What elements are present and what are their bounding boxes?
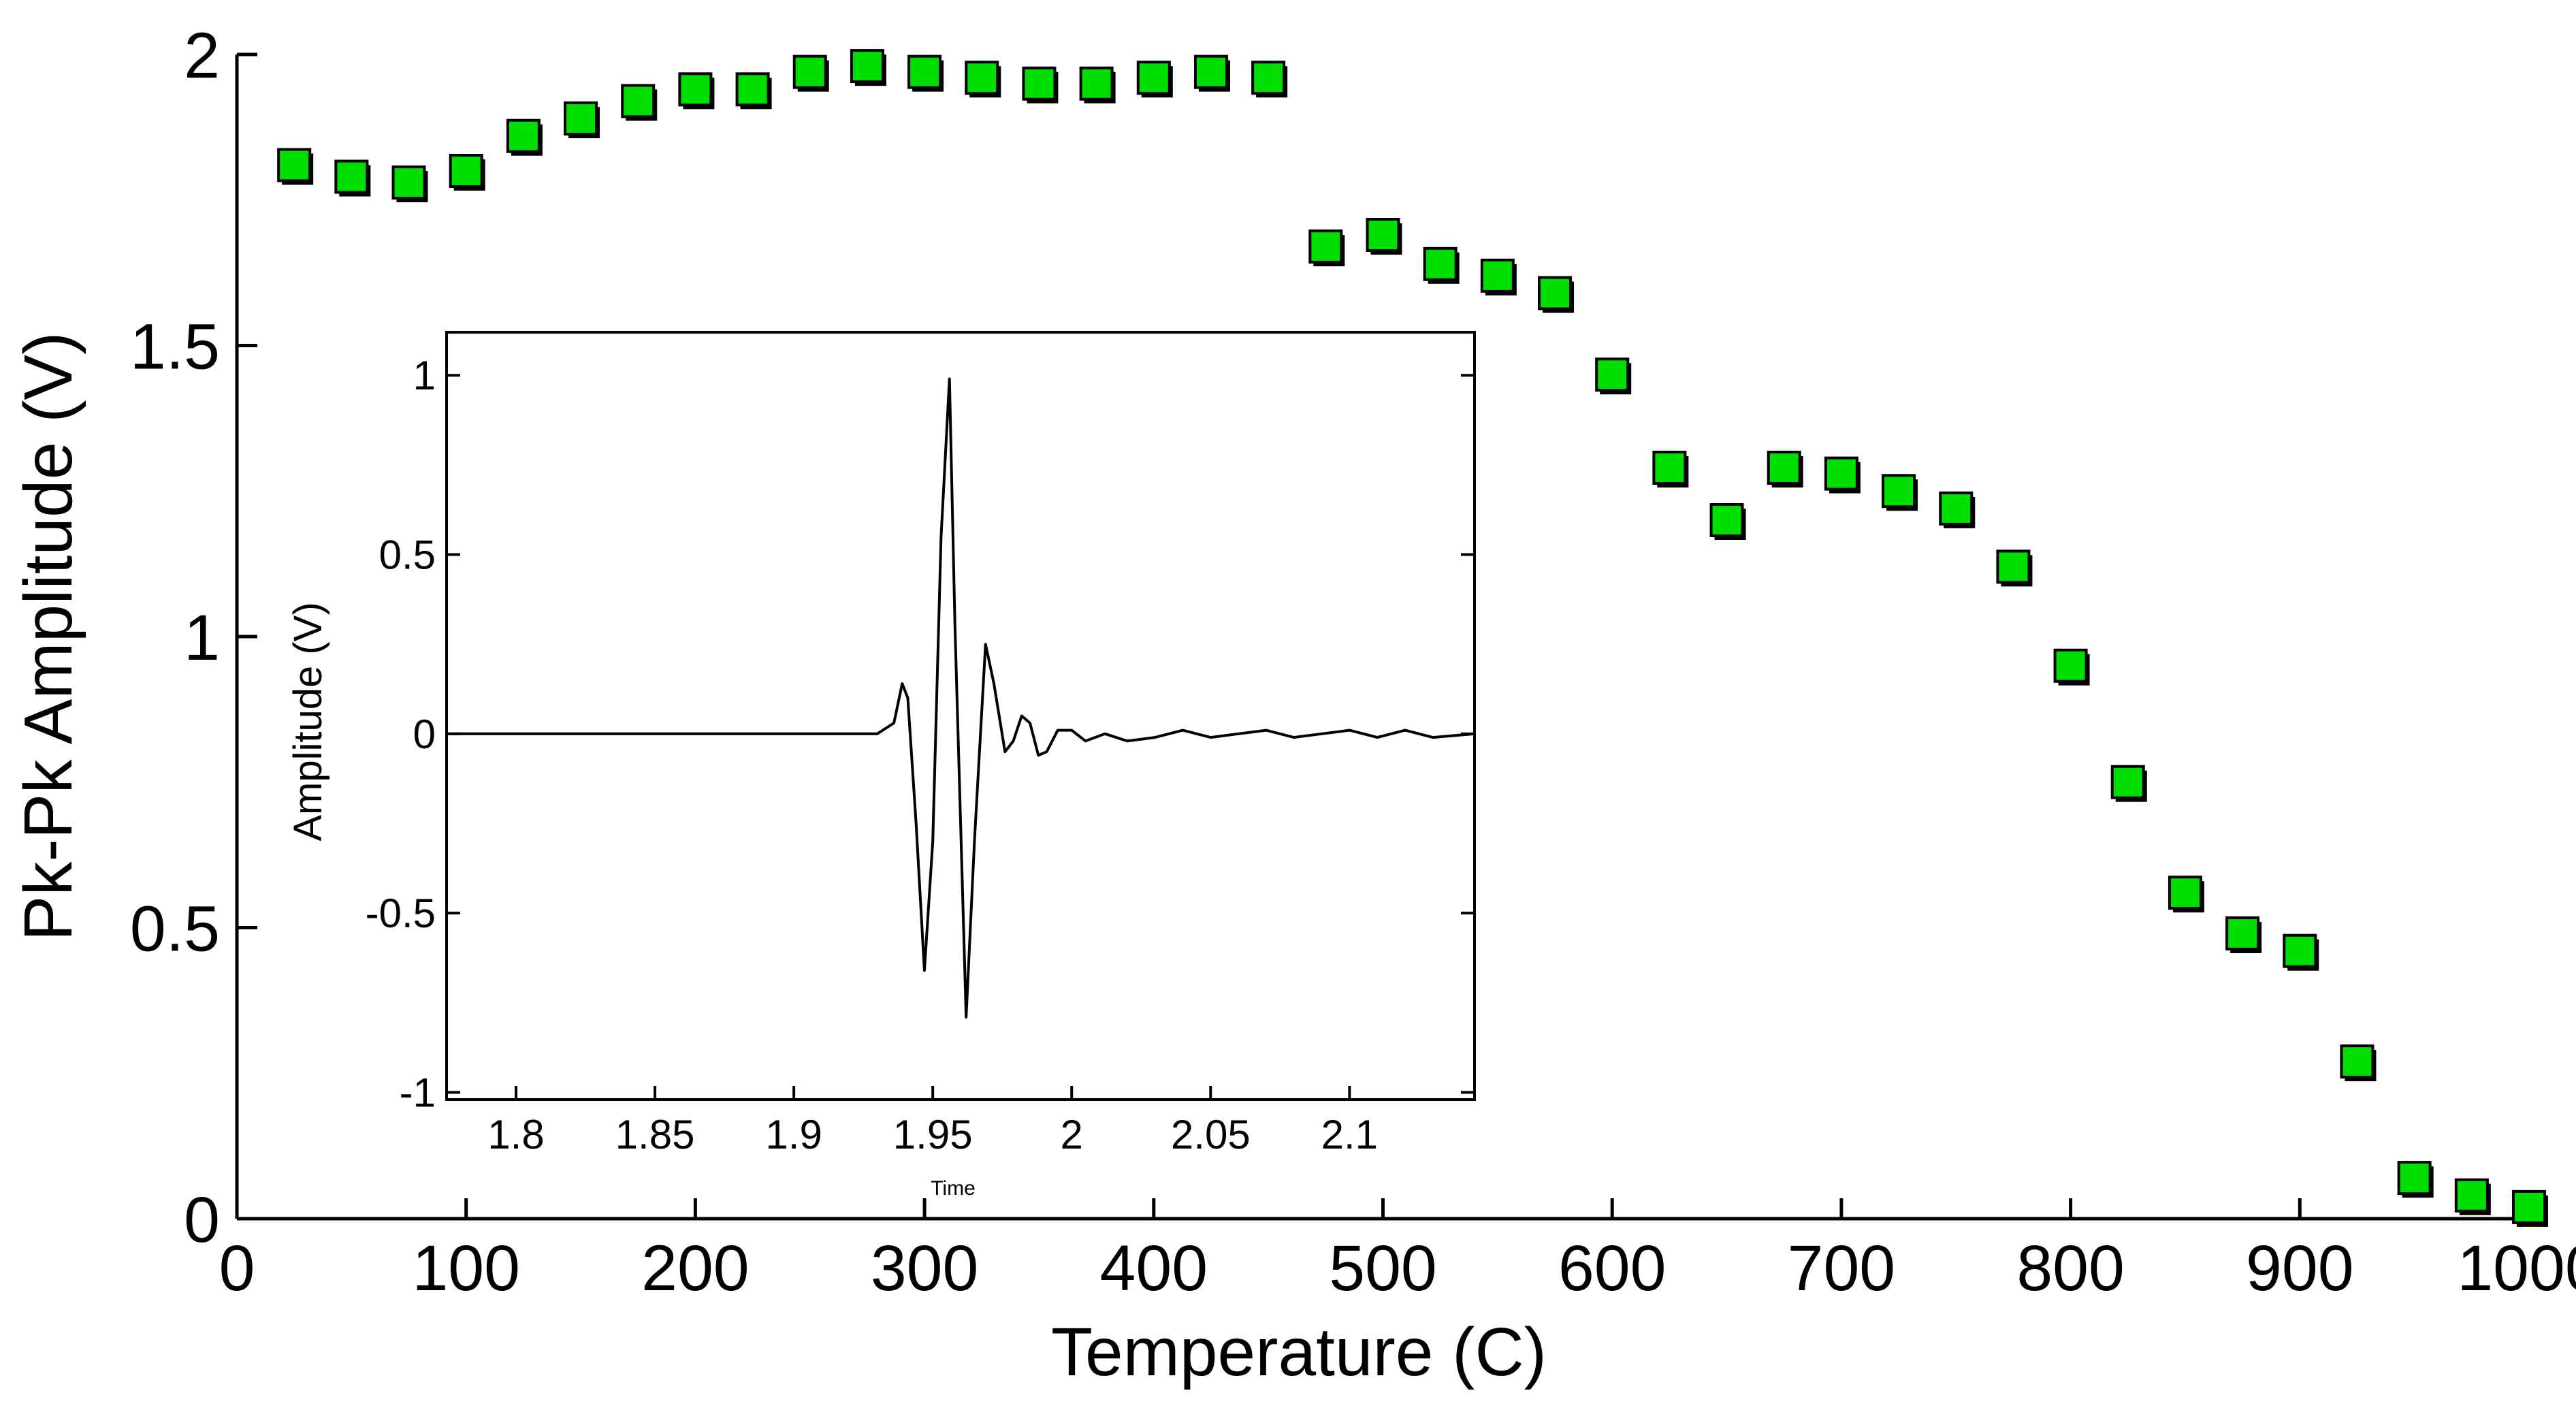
- inset-y-axis-label: Amplitude (V): [286, 602, 330, 841]
- data-point: [1308, 229, 1343, 264]
- inset-x-axis-label: Time: [931, 1177, 976, 1200]
- data-point: [1423, 246, 1458, 281]
- data-point: [1767, 451, 1801, 485]
- data-point: [1939, 491, 1974, 526]
- data-point: [1251, 61, 1286, 95]
- main-x-tick-label: 400: [1100, 1232, 1208, 1304]
- inset-y-tick-label: 1: [413, 353, 436, 398]
- main-x-tick-label: 800: [2016, 1232, 2125, 1304]
- main-x-tick-label: 900: [2246, 1232, 2354, 1304]
- data-point: [277, 148, 312, 182]
- inset-y-ticks: -1 -0.5 0 0.5 1: [366, 353, 1475, 1115]
- data-point: [1709, 503, 1744, 537]
- inset-plot: 1.8 1.85 1.9 1.95 2 2.05 2.1 -1-0.500.51 Time …: [286, 331, 1476, 1200]
- data-point: [678, 72, 713, 107]
- data-point: [621, 84, 656, 118]
- inset-waveform-line: [447, 377, 1475, 1019]
- data-point: [1193, 54, 1228, 89]
- main-x-axis-label: Temperature (C): [1051, 1314, 1547, 1390]
- main-y-axis-label: Pk-Pk Amplitude (V): [10, 332, 86, 942]
- main-x-tick-label: 600: [1558, 1232, 1667, 1304]
- main-x-tick-label: 200: [641, 1232, 750, 1304]
- inset-x-tick-label: 1.9: [765, 1112, 822, 1157]
- inset-x-tick-label: 1.8: [487, 1112, 544, 1157]
- inset-x-tick-label: 1.95: [893, 1112, 973, 1157]
- inset-x-tick-label: 1.85: [615, 1112, 695, 1157]
- main-x-tick-label: 100: [412, 1232, 520, 1304]
- main-y-tick-label: 2: [184, 20, 220, 92]
- data-point: [2110, 765, 2145, 799]
- data-point: [449, 154, 483, 188]
- main-y-ticks: 0 0.5 1 1.5 2: [130, 20, 257, 1256]
- data-point: [965, 61, 999, 95]
- inset-x-ticks: 1.8 1.85 1.9 1.95 2 2.05 2.1: [487, 1086, 1378, 1157]
- inset-x-tick-label: 2.05: [1171, 1112, 1251, 1157]
- data-point: [2512, 1189, 2546, 1224]
- inset-y-tick-label: -0.5: [366, 891, 436, 936]
- data-point: [391, 165, 426, 200]
- main-data-points: [277, 49, 2548, 1227]
- data-point: [564, 101, 598, 136]
- inset-y-tick-label: 0.5: [379, 532, 436, 578]
- data-point: [1079, 66, 1114, 101]
- data-point: [2340, 1044, 2374, 1079]
- data-point: [1882, 474, 1916, 509]
- inset-frame: [445, 331, 1476, 1101]
- data-point: [1136, 61, 1171, 95]
- data-point: [2397, 1161, 2432, 1196]
- data-point: [1480, 258, 1515, 293]
- main-x-tick-label: 0: [219, 1232, 255, 1304]
- data-point: [735, 72, 770, 107]
- main-y-tick-label: 0.5: [130, 893, 220, 965]
- data-point: [1366, 218, 1400, 253]
- data-point: [1022, 66, 1057, 101]
- data-point: [2053, 648, 2088, 683]
- data-point: [1996, 549, 2031, 584]
- inset-y-tick-label: 0: [413, 711, 436, 757]
- data-point: [850, 49, 884, 84]
- data-point: [1595, 357, 1630, 392]
- main-x-tick-label: 300: [871, 1232, 979, 1304]
- data-point: [907, 54, 942, 89]
- data-point: [1652, 451, 1687, 485]
- main-y-tick-label: 0: [184, 1184, 220, 1256]
- data-point: [506, 118, 541, 153]
- main-x-tick-label: 700: [1788, 1232, 1896, 1304]
- data-point: [2283, 933, 2317, 968]
- data-point: [2454, 1178, 2489, 1213]
- main-y-tick-label: 1.5: [130, 311, 220, 383]
- data-point: [1538, 276, 1573, 310]
- data-point: [334, 159, 369, 194]
- inset-y-tick-label: -1: [400, 1070, 436, 1115]
- data-point: [2225, 916, 2260, 951]
- main-x-tick-label: 500: [1329, 1232, 1437, 1304]
- inset-x-tick-label: 2: [1061, 1112, 1083, 1157]
- data-point: [1824, 456, 1858, 491]
- inset-x-tick-label: 2.1: [1321, 1112, 1378, 1157]
- data-point: [792, 54, 827, 89]
- data-point: [2168, 876, 2202, 910]
- main-y-tick-label: 1: [184, 602, 220, 674]
